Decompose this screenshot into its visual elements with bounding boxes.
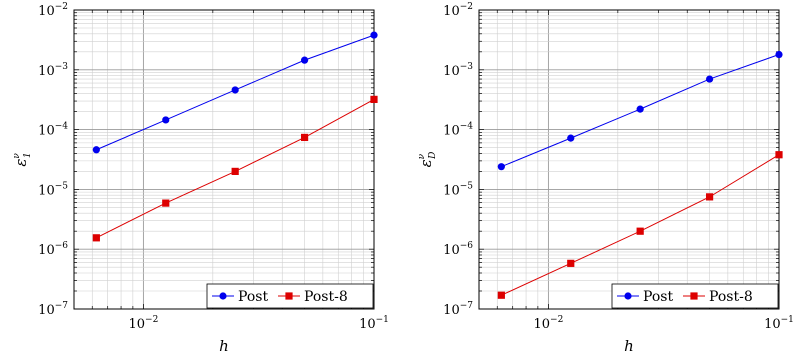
data-point: [636, 227, 644, 235]
x-tick-label: 10−1: [764, 315, 794, 332]
data-point: [497, 291, 505, 299]
x-tick-label: 10−1: [359, 315, 389, 332]
data-point: [636, 105, 644, 113]
y-tick-label: 10−3: [443, 62, 473, 79]
legend: Post Post-8: [611, 283, 779, 309]
series-post-8: [92, 95, 378, 242]
y-tick-label: 10−6: [38, 241, 68, 258]
series-post: [497, 50, 783, 171]
y-tick-label: 10−5: [443, 181, 473, 198]
data-point: [567, 259, 575, 267]
series-line: [501, 154, 780, 296]
legend-label: Post-8: [709, 289, 753, 305]
data-point: [162, 199, 170, 207]
data-point: [705, 75, 714, 83]
data-point: [705, 193, 714, 201]
data-point: [92, 146, 100, 154]
legend-entry: Post: [212, 289, 268, 305]
legend-label: Post: [643, 289, 673, 305]
legend-marker: [690, 292, 698, 300]
legend: Post Post-8: [206, 283, 374, 309]
legend-marker: [624, 292, 632, 300]
legend-entry: Post: [617, 289, 673, 305]
data-point: [497, 163, 505, 171]
chart-panel-1: 10−2 10−1 10−7 10−6 10−5 10−4 10−3 10−2 h εν1 Post…: [12, 2, 389, 355]
legend-label: Post-8: [304, 289, 348, 305]
legend-label: Post: [238, 289, 268, 305]
data-point: [775, 151, 783, 159]
legend-marker: [285, 292, 293, 300]
data-point: [567, 134, 575, 142]
data-point: [231, 86, 239, 94]
y-axis-label: ενD: [417, 152, 438, 168]
x-tick-label: 10−2: [533, 315, 563, 332]
y-tick-label: 10−7: [443, 301, 473, 318]
y-tick-label: 10−4: [38, 122, 68, 139]
chart-panel-2: 10−2 10−1 10−7 10−6 10−5 10−4 10−3 10−2 h ενD Post…: [417, 2, 794, 355]
x-axis-label: h: [624, 337, 634, 355]
y-tick-label: 10−2: [443, 2, 473, 19]
data-point: [300, 56, 309, 64]
plot-frame: [478, 9, 780, 310]
y-tick-label: 10−5: [38, 181, 68, 198]
series-post-8: [497, 151, 783, 299]
legend-marker: [219, 292, 227, 300]
x-tick-label: 10−2: [128, 315, 158, 332]
y-tick-label: 10−2: [38, 2, 68, 19]
grid: [478, 9, 780, 310]
series-post: [92, 31, 378, 154]
y-tick-label: 10−4: [443, 122, 473, 139]
y-tick-label: 10−7: [38, 301, 68, 318]
legend-entry: Post-8: [683, 289, 753, 305]
data-point: [300, 133, 309, 142]
y-tick-label: 10−6: [443, 241, 473, 258]
y-axis-label: εν1: [12, 152, 33, 166]
data-point: [162, 116, 170, 124]
ticks: [478, 9, 780, 310]
x-axis-label: h: [219, 337, 229, 355]
y-tick-label: 10−3: [38, 62, 68, 79]
grid: [73, 9, 375, 310]
plot-frame: [73, 9, 375, 310]
data-point: [370, 31, 378, 39]
legend-entry: Post-8: [278, 289, 348, 305]
data-point: [370, 95, 378, 103]
ticks: [73, 9, 375, 310]
data-point: [92, 234, 100, 242]
data-point: [775, 50, 783, 59]
data-point: [231, 167, 239, 175]
